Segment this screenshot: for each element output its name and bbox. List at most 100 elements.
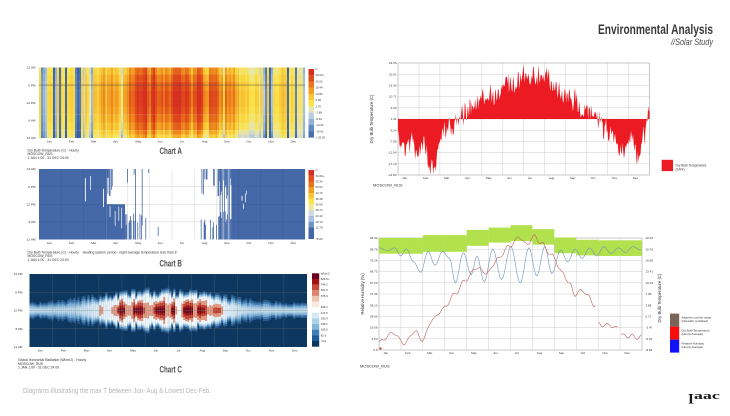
svg-text:Dry Bulb Temperature (C): Dry Bulb Temperature (C) [369,94,374,143]
svg-text:Jun: Jun [507,176,512,180]
svg-text:C: C [316,67,318,71]
svg-text:85.79: 85.79 [370,247,378,251]
svg-text:55.34: 55.34 [316,180,323,184]
svg-text:Sep: Sep [224,241,230,245]
svg-text:Mar: Mar [91,241,96,245]
svg-text:2.70: 2.70 [316,104,322,108]
svg-text:-17.19: -17.19 [388,162,397,166]
svg-text:Aug: Aug [549,176,555,180]
svg-text:12 AM: 12 AM [27,66,36,70]
svg-text:Apr: Apr [107,348,112,352]
svg-text:Diagrams illustrating the max: Diagrams illustrating the max T between … [23,388,211,395]
svg-text:826.8+: 826.8+ [321,277,330,281]
svg-text:12 AM: 12 AM [27,167,36,171]
svg-text:6.06: 6.06 [391,106,397,110]
svg-text:Dry Bulb Temperature (C): Dry Bulb Temperature (C) [657,273,662,322]
svg-text:16.58: 16.58 [646,259,654,263]
svg-text:6 AM: 6 AM [28,119,35,123]
svg-text:9.53: 9.53 [372,337,378,341]
svg-text:Relative Humidity: Relative Humidity [682,342,705,346]
svg-text:Chart B: Chart B [159,259,182,269]
svg-text:Dry Bulb Temperature: Dry Bulb Temperature [676,164,707,168]
svg-text:Apr: Apr [113,241,118,245]
svg-text:6 AM: 6 AM [28,220,35,224]
svg-text:Nov: Nov [268,139,274,143]
svg-text:MOSCOW_RUS: MOSCOW_RUS [373,183,403,188]
svg-text:Sep: Sep [223,348,229,352]
svg-text:24.65: 24.65 [389,61,397,65]
svg-text:MOSCOW_RUS: MOSCOW_RUS [28,152,54,156]
svg-text:Jul: Jul [176,348,180,352]
svg-text:28.60: 28.60 [370,315,378,319]
svg-text:578.9: 578.9 [321,294,328,298]
svg-text:15.36: 15.36 [389,84,397,88]
svg-text:-5.64: -5.64 [646,337,653,341]
svg-text:13.86: 13.86 [316,92,323,96]
svg-text:Apr: Apr [449,351,454,355]
svg-text:248.2: 248.2 [321,322,328,326]
svg-text:Jun: Jun [158,241,163,245]
svg-text:Global Horizontal Radiation (W: Global Horizontal Radiation (Wh/m2) - Ho… [18,358,86,362]
svg-text:May: May [135,139,141,143]
svg-text:20.01: 20.01 [389,72,397,76]
svg-text:12 AM: 12 AM [27,238,36,242]
svg-text:-21.83: -21.83 [388,173,397,177]
svg-text:Feb: Feb [423,176,429,180]
svg-text:Adaptive comfort range: Adaptive comfort range [682,316,712,320]
svg-text:Jul: Jul [180,241,184,245]
svg-text:165.6: 165.6 [321,328,328,332]
svg-text:8.28: 8.28 [316,98,322,102]
svg-text:19.76: 19.76 [646,247,654,251]
svg-text:Jun: Jun [153,348,158,352]
svg-text:Chart C: Chart C [159,364,182,374]
svg-text:7.06: 7.06 [646,292,652,296]
svg-text:6 PM: 6 PM [28,83,36,87]
svg-text:3.88: 3.88 [646,303,652,307]
svg-text:Oct: Oct [246,348,251,352]
svg-text:May: May [486,176,492,180]
svg-text:Oct: Oct [581,351,586,355]
svg-text:39.38: 39.38 [316,197,323,201]
svg-text:413.6: 413.6 [321,311,328,315]
svg-text:-12.54: -12.54 [388,151,397,155]
svg-text:Jun: Jun [493,351,498,355]
svg-text:Jan: Jan [402,176,407,180]
svg-text:82.9: 82.9 [321,333,327,337]
svg-text:19.06: 19.06 [370,326,378,330]
svg-text:661.5: 661.5 [321,288,328,292]
svg-text:Jan: Jan [38,348,43,352]
svg-text:Oct: Oct [246,139,251,143]
svg-text:MOSCOW_RUS: MOSCOW_RUS [28,254,54,258]
svg-text:12 PM: 12 PM [27,101,36,105]
svg-text:Sep: Sep [559,351,565,355]
svg-text:0.0: 0.0 [373,348,378,352]
svg-text:30.60+: 30.60+ [316,73,325,77]
svg-text:<-25.20: <-25.20 [316,136,326,140]
svg-text:Sep: Sep [570,176,576,180]
svg-text:Mar: Mar [84,348,89,352]
svg-text:10.23: 10.23 [646,281,654,285]
svg-text:Feb: Feb [69,139,75,143]
svg-text:-2.88: -2.88 [316,111,323,115]
svg-text:34.06: 34.06 [316,203,323,207]
svg-text:744.2: 744.2 [321,283,328,287]
svg-text:496.2: 496.2 [321,305,328,309]
svg-text:Aug: Aug [202,241,208,245]
svg-text:Jul: Jul [515,351,519,355]
svg-text:50.02: 50.02 [316,185,323,189]
svg-text:Dec: Dec [633,176,639,180]
svg-text:Feb: Feb [69,241,75,245]
svg-text:May: May [471,351,477,355]
svg-text:38.13: 38.13 [370,303,378,307]
svg-text:76.26: 76.26 [370,259,378,263]
svg-text:Jan: Jan [47,139,52,143]
svg-text:-3.24: -3.24 [390,128,397,132]
svg-text:-19.62: -19.62 [316,129,324,133]
svg-text:13.41: 13.41 [646,270,654,274]
svg-text:Aug: Aug [200,348,206,352]
svg-text:28.74: 28.74 [316,208,323,212]
svg-text:Feb: Feb [61,348,67,352]
svg-text:Jun: Jun [158,139,163,143]
svg-text:Oct: Oct [591,176,596,180]
svg-text:Mar: Mar [91,139,96,143]
